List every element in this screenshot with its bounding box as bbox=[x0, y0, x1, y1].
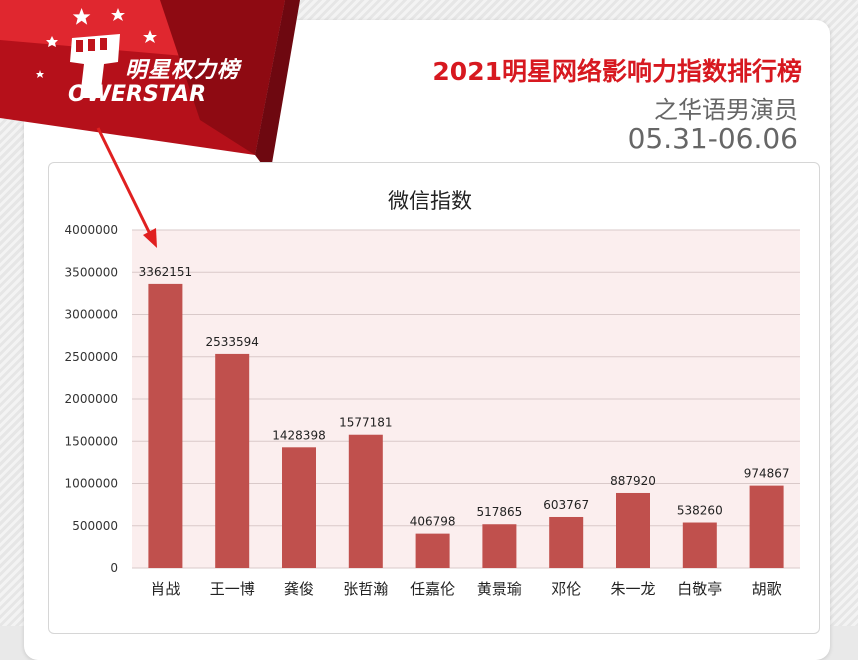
y-tick-label: 3500000 bbox=[65, 265, 118, 279]
fist-logo-icon bbox=[70, 34, 120, 98]
data-label: 1428398 bbox=[272, 428, 325, 442]
data-label: 974867 bbox=[744, 467, 790, 481]
bar bbox=[348, 434, 383, 568]
x-tick-label: 黄景瑜 bbox=[477, 580, 522, 598]
x-tick-label: 白敬亭 bbox=[677, 580, 722, 598]
data-label: 538260 bbox=[677, 504, 723, 518]
bar-chart: 微信指数 0 500000 1000000 1500000 2000000 2500000 3… bbox=[65, 189, 800, 598]
brand-logo-subtext: OWERSTAR bbox=[68, 82, 207, 107]
chart-title: 微信指数 bbox=[388, 189, 472, 213]
brand-banner bbox=[0, 0, 300, 175]
y-tick-label: 3000000 bbox=[65, 308, 118, 322]
data-label: 2533594 bbox=[205, 335, 258, 349]
data-label: 517865 bbox=[476, 505, 522, 519]
y-tick-label: 2500000 bbox=[65, 350, 118, 364]
bar bbox=[148, 283, 183, 568]
x-tick-label: 王一博 bbox=[210, 580, 255, 598]
data-label: 1577181 bbox=[339, 416, 392, 430]
bar bbox=[415, 533, 450, 568]
y-tick-label: 1000000 bbox=[65, 477, 118, 491]
bar bbox=[616, 492, 650, 568]
bar bbox=[282, 447, 316, 568]
y-tick-label: 0 bbox=[110, 561, 118, 575]
page-title: 2021明星网络影响力指数排行榜 bbox=[432, 57, 802, 86]
bar bbox=[549, 516, 584, 568]
data-label: 603767 bbox=[543, 498, 589, 512]
bar bbox=[482, 524, 517, 568]
bar bbox=[749, 485, 784, 568]
y-tick-label: 2000000 bbox=[65, 392, 118, 406]
star-icon bbox=[36, 8, 157, 78]
x-tick-label: 胡歌 bbox=[752, 580, 782, 598]
bar bbox=[215, 353, 250, 568]
brand-logo-text: 明星权力榜 bbox=[125, 58, 241, 83]
y-tick-label: 1500000 bbox=[65, 434, 118, 448]
x-tick-label: 张哲瀚 bbox=[343, 580, 388, 598]
data-label: 887920 bbox=[610, 474, 656, 488]
data-label: 406798 bbox=[410, 515, 456, 529]
x-tick-label: 朱一龙 bbox=[610, 580, 655, 598]
y-tick-label: 500000 bbox=[72, 519, 118, 533]
x-tick-label: 龚俊 bbox=[284, 580, 314, 598]
date-range: 05.31-06.06 bbox=[627, 122, 798, 155]
bar bbox=[682, 522, 717, 568]
x-tick-label: 任嘉伦 bbox=[410, 580, 455, 598]
x-tick-label: 肖战 bbox=[150, 580, 180, 598]
y-tick-label: 4000000 bbox=[65, 223, 118, 237]
data-label: 3362151 bbox=[139, 265, 192, 279]
x-tick-label: 邓伦 bbox=[551, 580, 581, 598]
page-subtitle: 之华语男演员 bbox=[654, 96, 798, 124]
